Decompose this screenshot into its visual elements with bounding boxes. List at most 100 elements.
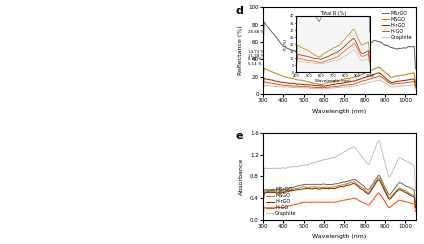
- Graphite: [392, 166, 397, 169]
- MSGO: [260, 79, 265, 82]
- H-rGO: [376, 178, 381, 181]
- H-GO: [392, 82, 397, 85]
- MSGO: [376, 66, 381, 69]
- MSrGO: [349, 178, 354, 181]
- H-GO: [376, 192, 381, 194]
- H-GO: [270, 82, 275, 85]
- H-GO: [413, 86, 418, 89]
- MSrGO: [413, 67, 418, 70]
- Line: MSrGO: MSrGO: [263, 175, 416, 204]
- H-rGO: [376, 179, 381, 182]
- MSrGO: [358, 48, 363, 51]
- Graphite: [377, 79, 382, 81]
- MSrGO: [392, 47, 397, 50]
- Line: H-rGO: H-rGO: [263, 180, 416, 208]
- H-rGO: [357, 187, 363, 190]
- MSGO: [349, 76, 354, 79]
- Text: d: d: [235, 6, 243, 16]
- Line: H-GO: H-GO: [263, 193, 416, 213]
- Graphite: [353, 84, 358, 87]
- Line: H-GO: H-GO: [263, 76, 416, 88]
- MSrGO: [260, 203, 265, 205]
- MSrGO: [270, 31, 275, 34]
- MSGO: [376, 176, 381, 179]
- Graphite: [376, 139, 381, 142]
- MSrGO: [262, 20, 267, 23]
- H-rGO: [353, 79, 358, 82]
- Legend: MSrGO, MSGO, H-rGO, H-GO, Graphite: MSrGO, MSGO, H-rGO, H-GO, Graphite: [381, 10, 413, 41]
- H-rGO: [392, 193, 397, 196]
- MSrGO: [376, 40, 381, 43]
- H-GO: [358, 80, 363, 83]
- X-axis label: Wavelength (nm): Wavelength (nm): [312, 109, 366, 114]
- Line: MSGO: MSGO: [263, 178, 416, 207]
- H-GO: [392, 202, 397, 205]
- Graphite: [413, 88, 418, 91]
- MSrGO: [376, 174, 381, 177]
- MSGO: [376, 176, 381, 179]
- MSrGO: [413, 202, 418, 205]
- H-rGO: [413, 206, 418, 209]
- H-rGO: [270, 79, 275, 82]
- H-GO: [353, 197, 358, 200]
- Text: e: e: [235, 131, 243, 141]
- MSGO: [353, 181, 358, 184]
- MSrGO: [376, 174, 381, 177]
- H-GO: [377, 74, 382, 77]
- H-GO: [260, 86, 265, 89]
- H-GO: [321, 86, 326, 89]
- Graphite: [270, 167, 275, 170]
- Graphite: [413, 189, 418, 192]
- H-rGO: [413, 84, 418, 87]
- H-GO: [376, 75, 381, 78]
- Graphite: [270, 85, 275, 88]
- Graphite: [376, 139, 381, 142]
- H-rGO: [358, 78, 363, 81]
- MSGO: [260, 203, 265, 206]
- H-GO: [413, 210, 418, 213]
- MSGO: [349, 181, 354, 184]
- Graphite: [357, 152, 363, 155]
- MSGO: [270, 71, 275, 73]
- MSrGO: [353, 178, 358, 181]
- Y-axis label: Reflectance (%): Reflectance (%): [238, 26, 243, 75]
- Line: H-rGO: H-rGO: [263, 73, 416, 86]
- MSrGO: [349, 52, 354, 55]
- Legend: MSrGO, MSGO, H-rGO, H-GO, Graphite: MSrGO, MSGO, H-rGO, H-GO, Graphite: [265, 186, 298, 217]
- MSGO: [413, 81, 418, 84]
- MSrGO: [260, 53, 265, 56]
- MSrGO: [353, 51, 358, 54]
- Graphite: [376, 79, 381, 81]
- Graphite: [349, 85, 354, 88]
- MSGO: [357, 185, 363, 188]
- Graphite: [357, 83, 363, 86]
- H-GO: [349, 197, 354, 200]
- Graphite: [260, 191, 265, 194]
- H-rGO: [377, 71, 382, 74]
- MSGO: [358, 73, 363, 76]
- H-rGO: [376, 71, 381, 74]
- H-GO: [260, 212, 265, 215]
- H-rGO: [321, 85, 326, 88]
- MSrGO: [392, 187, 397, 190]
- H-GO: [349, 83, 354, 86]
- H-rGO: [349, 183, 354, 185]
- MSGO: [320, 83, 325, 86]
- H-GO: [270, 206, 275, 209]
- Graphite: [349, 147, 354, 150]
- H-GO: [353, 82, 358, 85]
- Line: MSrGO: MSrGO: [263, 22, 416, 69]
- Line: MSGO: MSGO: [263, 67, 416, 85]
- MSGO: [392, 75, 397, 78]
- H-rGO: [270, 191, 275, 194]
- MSGO: [413, 206, 418, 209]
- MSGO: [377, 66, 382, 69]
- Graphite: [260, 88, 265, 91]
- MSGO: [392, 191, 397, 194]
- MSGO: [353, 76, 358, 79]
- MSrGO: [270, 188, 275, 191]
- H-rGO: [349, 80, 354, 83]
- MSGO: [270, 190, 275, 193]
- Line: Graphite: Graphite: [263, 141, 416, 192]
- Graphite: [392, 85, 397, 88]
